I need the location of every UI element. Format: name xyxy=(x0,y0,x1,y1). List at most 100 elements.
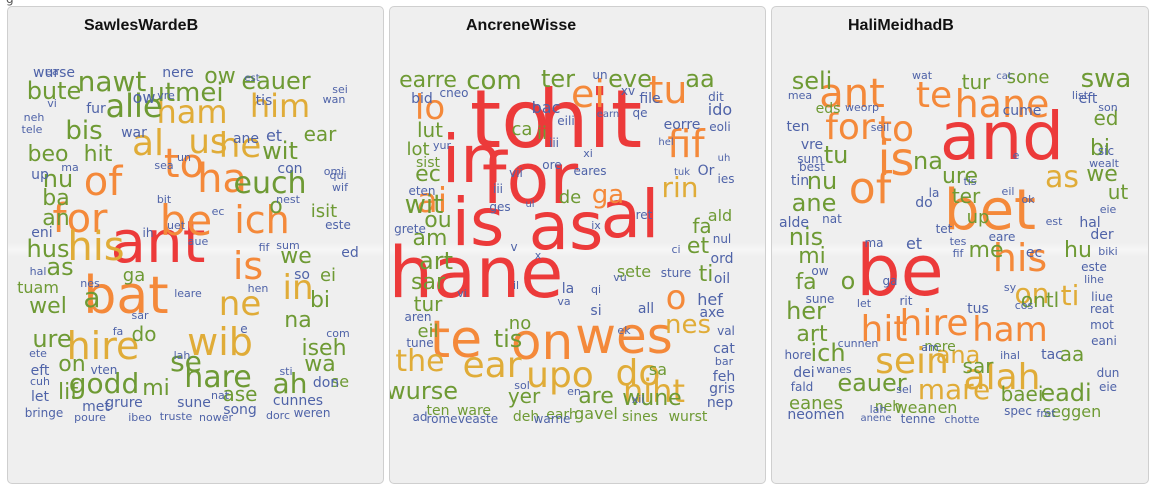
cloud-word: hus xyxy=(27,235,70,263)
cloud-word: ald xyxy=(708,206,732,225)
cloud-word: gavel xyxy=(574,404,618,423)
cloud-word: te xyxy=(916,75,952,116)
cloud-word: eten xyxy=(408,184,435,198)
cloud-word: be xyxy=(160,196,213,245)
cloud-word: eauer xyxy=(837,369,906,397)
cloud-word: ga xyxy=(883,274,898,288)
cloud-word: fret xyxy=(1036,407,1056,420)
cloud-word: nower xyxy=(199,411,233,424)
cloud-word: ma xyxy=(864,236,883,250)
cloud-word: ut xyxy=(1108,180,1129,204)
cloud-word: neh xyxy=(24,111,45,124)
cloud-word: son xyxy=(1098,101,1117,114)
cloud-word: fif xyxy=(667,122,706,166)
cloud-word: dit xyxy=(708,90,724,104)
cloud-word: ul xyxy=(525,199,534,210)
cloud-word: lah xyxy=(174,349,191,362)
cloud-word: ure xyxy=(942,164,978,189)
cloud-word: eanes xyxy=(789,393,843,414)
cloud-word: ana xyxy=(936,341,981,369)
cloud-word: lif xyxy=(58,380,79,405)
cloud-word: tu xyxy=(649,68,688,112)
cloud-word: nes xyxy=(665,310,711,340)
cloud-word: wurse xyxy=(390,377,458,405)
cloud-word: is xyxy=(233,244,263,288)
cloud-word: warne xyxy=(534,412,571,426)
cloud-word: and xyxy=(940,98,1064,175)
cloud-word: et xyxy=(906,234,922,253)
cloud-word: hit xyxy=(538,73,642,166)
cloud-word: rome xyxy=(426,412,457,426)
cloud-word: weanen xyxy=(895,398,958,417)
cloud-word: chotte xyxy=(944,413,979,426)
cloud-word: yer xyxy=(508,384,541,408)
cloud-word: up xyxy=(31,167,49,183)
cloud-word: bac xyxy=(532,98,561,117)
cloud-word: let xyxy=(31,389,50,405)
cloud-word: val xyxy=(717,324,735,338)
cloud-word: ete xyxy=(29,347,47,360)
cloud-word: weren xyxy=(294,406,331,420)
cloud-word: ca xyxy=(512,119,533,140)
cloud-word: do xyxy=(132,322,157,346)
cloud-word: be xyxy=(856,230,944,312)
cloud-word: ten xyxy=(427,403,450,419)
cloud-word: dun xyxy=(1097,366,1120,380)
cloud-word: we xyxy=(1086,162,1118,187)
cloud-word: wan xyxy=(323,93,346,106)
cloud-word: eft xyxy=(31,363,50,379)
cloud-word: art xyxy=(796,322,828,347)
cloud-word: tes xyxy=(950,235,967,248)
cloud-word: axe xyxy=(699,305,724,321)
cloud-word: mi xyxy=(798,244,826,269)
cloud-word: ore xyxy=(542,158,561,172)
cloud-word: nu xyxy=(807,167,837,195)
cloud-word: la xyxy=(562,281,574,297)
cloud-word: nawt xyxy=(78,65,147,98)
cloud-word: xv xyxy=(621,84,635,98)
cloud-word: ah xyxy=(273,367,308,400)
cloud-word: on xyxy=(1015,277,1050,310)
cloud-word: mare xyxy=(918,373,991,406)
cloud-word: ec xyxy=(1026,245,1042,261)
cloud-word: cneo xyxy=(440,86,469,100)
cloud-word: bit xyxy=(157,193,172,206)
cloud-word: ich xyxy=(234,198,290,242)
cloud-word: ihal xyxy=(1000,349,1020,362)
cloud-word: leare xyxy=(174,287,202,300)
cloud-word: e xyxy=(1013,149,1020,162)
cloud-word: iseh xyxy=(301,336,346,361)
cloud-word: ure xyxy=(32,325,71,353)
cloud-word: his xyxy=(993,236,1047,280)
cloud-word: la xyxy=(929,186,940,200)
cloud-word: ei xyxy=(571,72,605,116)
cloud-word: so xyxy=(294,267,310,283)
cloud-word: sines xyxy=(622,409,658,425)
cloud-word: ci xyxy=(671,243,680,256)
cloud-word: tu xyxy=(824,141,849,169)
cloud-word: sic xyxy=(1098,144,1114,158)
cloud-word: vu xyxy=(613,271,626,284)
cloud-word: mea xyxy=(788,89,812,102)
cloud-word: hal xyxy=(1079,215,1100,231)
cloud-word: as xyxy=(46,253,73,281)
cloud-word: bar xyxy=(715,355,734,368)
cloud-word: niht xyxy=(623,372,685,410)
cloud-word: tin xyxy=(791,173,809,189)
cloud-word: eil xyxy=(1002,185,1015,198)
cloud-word: ti xyxy=(699,262,714,287)
cloud-word: se xyxy=(170,345,202,378)
cloud-word: art xyxy=(419,247,453,275)
panel-title: SawlesWardeB xyxy=(84,17,199,34)
cloud-word: un xyxy=(177,151,191,164)
cloud-word: wel xyxy=(29,294,67,319)
cloud-word: sti xyxy=(279,365,292,378)
cloud-word: eve xyxy=(608,65,652,93)
cloud-word: sum xyxy=(797,152,823,166)
cloud-word: on xyxy=(511,313,573,371)
cloud-word: sol xyxy=(514,379,530,392)
cloud-word: cuh xyxy=(30,375,50,388)
cloud-word: biki xyxy=(1098,245,1117,258)
cloud-word: no xyxy=(509,313,531,334)
